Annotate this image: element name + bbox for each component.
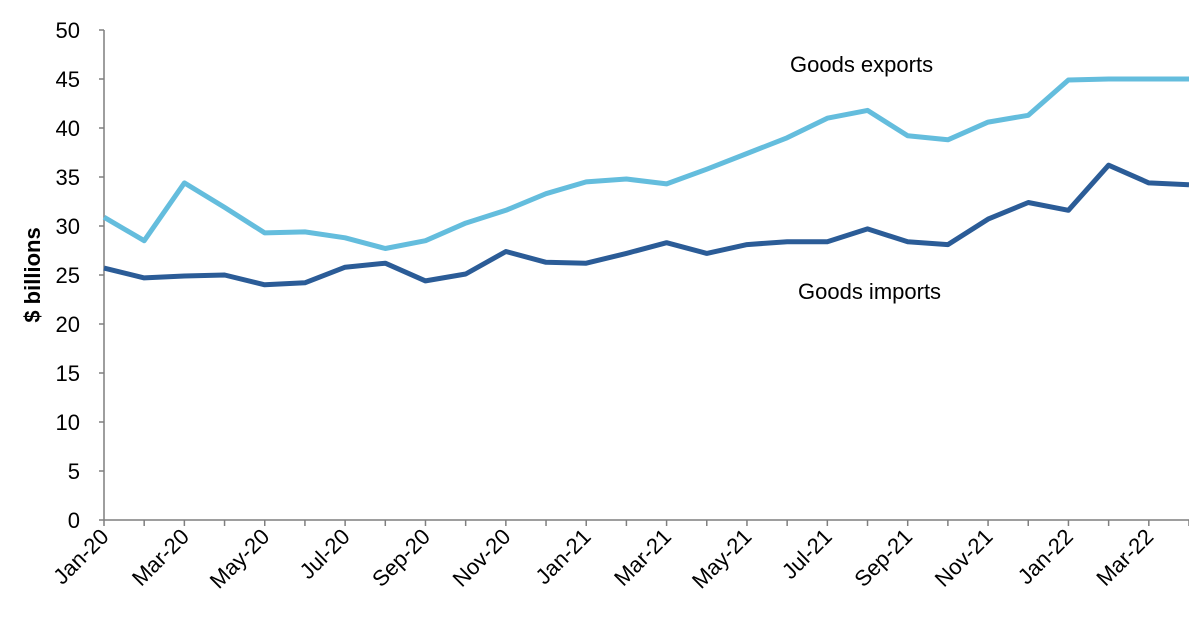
- y-axis-ticks: 0 5 10 15 20 25 30 35 40 45 50: [56, 18, 104, 533]
- axes: [103, 30, 1189, 521]
- series-label-imports: Goods imports: [798, 279, 941, 304]
- x-tick-label: Mar-22: [1091, 524, 1158, 591]
- x-tick-label: Jan-20: [48, 524, 113, 589]
- x-axis-ticks: Jan-20 Mar-20 May-20 Jul-20 Sep-20 Nov-20 Jan-…: [48, 520, 1189, 593]
- x-tick-label: Jan-21: [531, 524, 596, 589]
- x-tick-label: Mar-20: [127, 524, 194, 591]
- y-tick-label: 45: [56, 67, 80, 92]
- y-tick-label: 0: [68, 508, 80, 533]
- y-tick-label: 15: [56, 361, 80, 386]
- series-layer: [102, 76, 1189, 288]
- series-label-exports: Goods exports: [790, 52, 933, 77]
- x-tick-label: Sep-20: [367, 524, 435, 592]
- y-tick-label: 20: [56, 312, 80, 337]
- x-tick-label: Jan-22: [1013, 524, 1078, 589]
- y-tick-label: 25: [56, 263, 80, 288]
- y-tick-label: 30: [56, 214, 80, 239]
- y-tick-label: 10: [56, 410, 80, 435]
- x-tick-label: May-21: [687, 524, 757, 594]
- x-tick-label: Jul-21: [777, 524, 837, 584]
- y-tick-label: 35: [56, 165, 80, 190]
- series-line-goods-imports: [103, 162, 1189, 288]
- series-line-goods-exports: [102, 76, 1189, 251]
- y-tick-label: 50: [56, 18, 80, 43]
- x-tick-label: May-20: [205, 524, 275, 594]
- x-tick-label: Mar-21: [609, 524, 676, 591]
- x-tick-label: Sep-21: [849, 524, 917, 592]
- x-tick-label: Jul-20: [295, 524, 355, 584]
- y-axis-title: $ billions: [20, 227, 45, 322]
- x-tick-label: Nov-20: [448, 524, 516, 592]
- x-tick-label: Nov-21: [930, 524, 998, 592]
- y-tick-label: 40: [56, 116, 80, 141]
- y-tick-label: 5: [68, 459, 80, 484]
